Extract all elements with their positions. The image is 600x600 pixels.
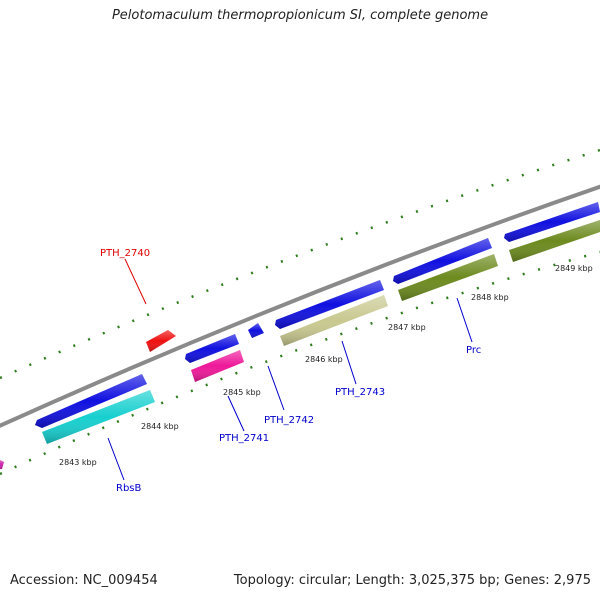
genome-backbone (0, 184, 600, 428)
leader-pth2742 (267, 365, 285, 411)
outer-tick-marks (0, 148, 600, 380)
gene-label-rbsb: RbsB (116, 483, 142, 494)
position-labels: 2843 kbp 2844 kbp 2845 kbp 2846 kbp 2847 kbp… (59, 264, 593, 467)
gene-pth2743-bar-shading (280, 295, 388, 346)
outer-tick-track (0, 148, 600, 380)
inner-tick-track (0, 250, 600, 476)
accession-text: Accession: NC_009454 (10, 573, 158, 588)
gene-blue-arrow-4-shading (393, 238, 492, 284)
gene-label-pth2742: PTH_2742 (264, 415, 314, 426)
leader-pth2743 (341, 340, 357, 385)
position-label-2847: 2847 kbp (388, 323, 426, 332)
position-label-2843: 2843 kbp (59, 458, 97, 467)
position-label-2849: 2849 kbp (555, 264, 593, 273)
position-label-2848: 2848 kbp (471, 293, 509, 302)
gene-blue-arrow-5-shading (504, 202, 600, 242)
gene-olive-bar-right-shading (509, 220, 600, 262)
gene-labels: PTH_2740 RbsB PTH_2741 PTH_2742 PTH_2743 Prc (100, 248, 481, 494)
gene-pth2742-arrow-shading (248, 323, 264, 338)
gene-label-pth2741: PTH_2741 (219, 433, 269, 444)
leader-pth2740 (124, 258, 147, 305)
gene-pth2740-arrow-shading (146, 330, 176, 352)
leader-pth2741 (227, 395, 245, 432)
gene-blue-arrow-3-shading (275, 280, 384, 329)
gene-pth2741-bar-shading (191, 350, 244, 382)
gene-label-prc: Prc (466, 345, 481, 356)
inner-tick-marks (0, 250, 600, 476)
leader-prc (456, 297, 473, 343)
label-leader-lines (107, 258, 473, 481)
gene-label-pth2740: PTH_2740 (100, 248, 150, 259)
leader-rbsb (107, 437, 125, 481)
gene-magenta-edge-shading (0, 460, 4, 469)
topology-text: Topology: circular; Length: 3,025,375 bp… (233, 573, 591, 588)
gene-prc-bar-shading (398, 254, 498, 301)
position-label-2846: 2846 kbp (305, 355, 343, 364)
map-title: Pelotomaculum thermopropionicum SI, comp… (111, 8, 489, 23)
gene-rbsb-bar-shading (42, 390, 155, 444)
gene-blue-arrow-2-shading (185, 334, 239, 363)
gene-features (0, 202, 600, 469)
position-label-2845: 2845 kbp (223, 388, 261, 397)
gene-blue-arrow-1-shading (35, 374, 147, 428)
gene-label-pth2743: PTH_2743 (335, 387, 385, 398)
position-label-2844: 2844 kbp (141, 422, 179, 431)
